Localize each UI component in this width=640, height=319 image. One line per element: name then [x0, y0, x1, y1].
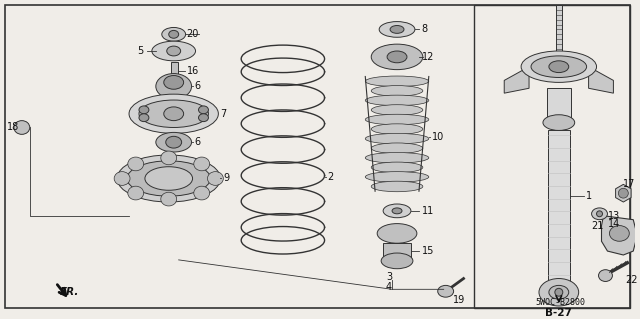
Text: 14: 14: [607, 219, 620, 229]
Bar: [171, 62, 178, 79]
Ellipse shape: [127, 161, 211, 196]
Text: 12: 12: [422, 52, 434, 62]
Ellipse shape: [365, 172, 429, 182]
Text: 10: 10: [432, 132, 444, 142]
Text: 3: 3: [386, 271, 392, 282]
Text: FR.: FR.: [60, 287, 79, 297]
Ellipse shape: [555, 288, 563, 296]
Text: 2: 2: [328, 172, 334, 182]
Ellipse shape: [381, 253, 413, 269]
Ellipse shape: [539, 278, 579, 306]
Ellipse shape: [383, 204, 411, 218]
Text: 22: 22: [625, 275, 638, 285]
Bar: [547, 88, 571, 118]
Ellipse shape: [438, 286, 454, 297]
Text: 18: 18: [7, 122, 19, 132]
Ellipse shape: [161, 151, 177, 165]
Text: 21: 21: [591, 220, 604, 231]
Ellipse shape: [371, 143, 423, 153]
Bar: [556, 5, 562, 59]
Ellipse shape: [371, 44, 423, 70]
Ellipse shape: [207, 172, 223, 185]
Text: 5WOC-B2800: 5WOC-B2800: [536, 298, 586, 307]
Ellipse shape: [371, 85, 423, 96]
Ellipse shape: [194, 186, 210, 200]
Text: 17: 17: [623, 179, 636, 189]
Ellipse shape: [162, 27, 186, 41]
Bar: [383, 243, 411, 261]
Ellipse shape: [129, 94, 218, 133]
Text: B-27: B-27: [545, 308, 572, 318]
Polygon shape: [504, 67, 529, 93]
Ellipse shape: [114, 172, 130, 185]
Text: 16: 16: [187, 66, 199, 76]
Ellipse shape: [596, 211, 602, 217]
Ellipse shape: [377, 224, 417, 243]
Text: 4: 4: [386, 282, 392, 292]
Ellipse shape: [543, 115, 575, 130]
Ellipse shape: [128, 186, 144, 200]
Ellipse shape: [591, 208, 607, 220]
Ellipse shape: [521, 51, 596, 82]
Ellipse shape: [117, 155, 220, 202]
Ellipse shape: [365, 95, 429, 106]
Ellipse shape: [379, 22, 415, 37]
Ellipse shape: [365, 114, 429, 125]
Ellipse shape: [161, 192, 177, 206]
Ellipse shape: [164, 107, 184, 121]
Ellipse shape: [167, 46, 180, 56]
Ellipse shape: [169, 30, 179, 38]
Bar: [474, 5, 630, 308]
Polygon shape: [602, 216, 637, 255]
Polygon shape: [616, 184, 631, 202]
Ellipse shape: [164, 76, 184, 89]
Text: 13: 13: [607, 211, 620, 221]
Ellipse shape: [198, 106, 209, 114]
Ellipse shape: [365, 152, 429, 163]
Text: 6: 6: [195, 137, 201, 147]
Ellipse shape: [371, 124, 423, 134]
Ellipse shape: [549, 286, 569, 299]
Text: 15: 15: [422, 246, 434, 256]
Text: 6: 6: [195, 81, 201, 91]
Ellipse shape: [194, 157, 210, 171]
Text: 1: 1: [586, 191, 592, 201]
Ellipse shape: [365, 133, 429, 144]
Ellipse shape: [531, 56, 587, 78]
Ellipse shape: [198, 114, 209, 122]
Polygon shape: [589, 67, 613, 93]
Ellipse shape: [145, 167, 193, 190]
Ellipse shape: [128, 157, 144, 171]
Ellipse shape: [139, 114, 149, 122]
Ellipse shape: [598, 270, 612, 281]
Ellipse shape: [371, 105, 423, 115]
Ellipse shape: [387, 51, 407, 63]
Text: 20: 20: [187, 29, 199, 39]
Ellipse shape: [139, 106, 149, 114]
Ellipse shape: [609, 226, 629, 241]
Ellipse shape: [549, 61, 569, 73]
Ellipse shape: [371, 162, 423, 173]
Ellipse shape: [152, 41, 196, 61]
Ellipse shape: [156, 132, 191, 152]
Ellipse shape: [14, 121, 30, 134]
Ellipse shape: [365, 76, 429, 86]
Text: 11: 11: [422, 206, 434, 216]
Ellipse shape: [618, 188, 628, 198]
Ellipse shape: [139, 100, 209, 128]
Text: 8: 8: [422, 25, 428, 34]
Text: 9: 9: [223, 174, 230, 183]
Text: 5: 5: [138, 46, 144, 56]
Text: 19: 19: [452, 295, 465, 305]
Ellipse shape: [156, 74, 191, 99]
Ellipse shape: [390, 26, 404, 33]
Ellipse shape: [392, 208, 402, 214]
Bar: [548, 130, 570, 282]
Text: 7: 7: [220, 109, 227, 119]
Ellipse shape: [371, 181, 423, 192]
Ellipse shape: [166, 136, 182, 148]
